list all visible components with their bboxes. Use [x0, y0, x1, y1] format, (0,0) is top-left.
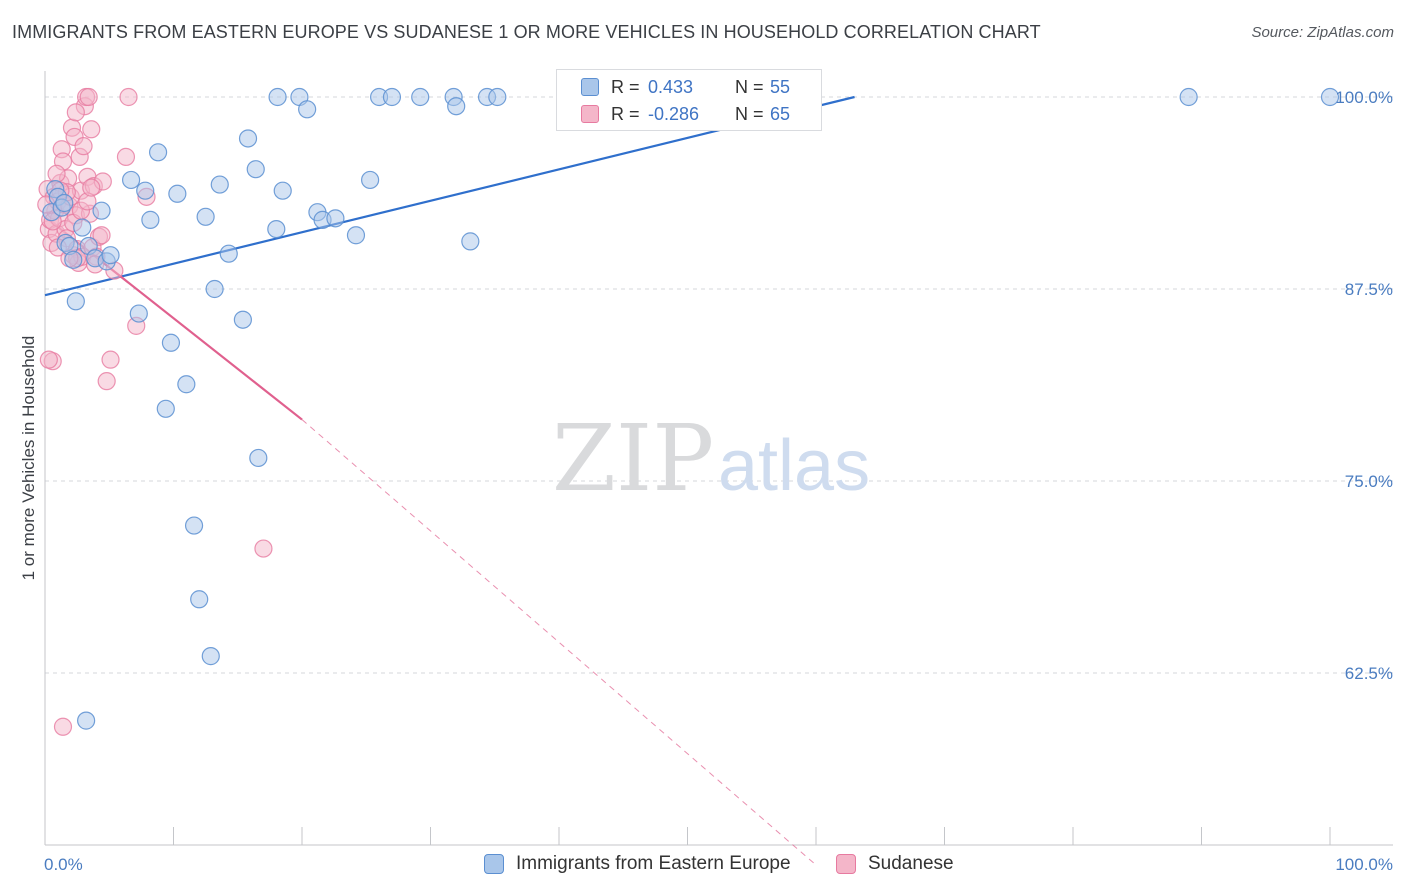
eastern-europe-point: [196, 207, 215, 226]
eastern-europe-points: [42, 87, 1340, 730]
eastern-europe-point: [55, 193, 74, 213]
eastern-europe-point: [129, 304, 148, 323]
eastern-europe-point: [461, 232, 480, 251]
eastern-europe-point: [361, 170, 380, 190]
legend-r-value: -0.286: [648, 104, 700, 124]
legend-n-value: 65: [770, 104, 791, 124]
eastern-europe-point: [156, 399, 175, 418]
eastern-europe-point: [168, 184, 187, 203]
eastern-europe-point: [233, 310, 252, 329]
sudanese-point: [66, 103, 85, 122]
legend-label: Sudanese: [868, 853, 954, 874]
eastern-europe-point: [382, 87, 402, 107]
eastern-europe-point: [121, 170, 141, 190]
eastern-europe-point: [148, 143, 168, 162]
x-tick-label: 0.0%: [44, 855, 83, 874]
legend-r-label: R =: [611, 77, 640, 97]
correlation-legend: R = 0.433 N = 55 R = -0.286 N = 65: [556, 69, 822, 131]
sudanese-point: [47, 164, 66, 183]
legend-swatch-pink: [836, 854, 856, 874]
eastern-europe-point: [161, 333, 181, 352]
eastern-europe-point: [246, 160, 265, 179]
sudanese-point: [92, 226, 111, 245]
sudanese-point: [82, 120, 101, 139]
eastern-europe-point: [101, 246, 120, 265]
eastern-europe-point: [219, 244, 238, 263]
sudanese-point: [39, 350, 58, 369]
watermark: ZIP atlas: [552, 405, 870, 512]
sudanese-point: [79, 87, 98, 107]
eastern-europe-point: [92, 201, 111, 220]
sudanese-points: [37, 87, 273, 736]
sudanese-point: [254, 539, 273, 558]
sudanese-point: [119, 87, 138, 107]
eastern-europe-point: [238, 129, 258, 148]
eastern-europe-point: [273, 181, 292, 200]
eastern-europe-point: [1320, 87, 1340, 107]
source-label: Source: ZipAtlas.com: [1251, 24, 1394, 41]
trend-line-sudanese-extension: [301, 419, 817, 866]
eastern-europe-point: [249, 448, 268, 468]
eastern-europe-point: [66, 292, 85, 311]
legend-swatch-blue: [581, 78, 599, 96]
eastern-europe-point: [177, 375, 196, 394]
legend-r-value: 0.433: [648, 77, 694, 97]
eastern-europe-point: [298, 100, 317, 119]
grid-lines: [45, 96, 1393, 674]
legend-r-label: R =: [611, 104, 640, 124]
eastern-europe-point: [184, 516, 204, 535]
sudanese-point: [97, 372, 116, 391]
eastern-europe-point: [201, 647, 220, 666]
eastern-europe-point: [488, 87, 507, 107]
y-tick-label: 100.0%: [1335, 88, 1393, 107]
legend-n-label: N =: [735, 104, 764, 124]
sudanese-point: [74, 137, 93, 156]
eastern-europe-point: [1179, 87, 1198, 107]
eastern-europe-point: [268, 87, 287, 107]
eastern-europe-point: [326, 209, 345, 228]
x-tick-label: 100.0%: [1335, 855, 1393, 874]
chart-title: IMMIGRANTS FROM EASTERN EUROPE VS SUDANE…: [12, 22, 1041, 42]
y-tick-label: 87.5%: [1345, 280, 1393, 299]
y-tick-label: 75.0%: [1345, 472, 1393, 491]
legend-label: Immigrants from Eastern Europe: [516, 853, 791, 874]
eastern-europe-point: [346, 226, 366, 245]
sudanese-point: [82, 178, 101, 197]
y-tick-label: 62.5%: [1345, 664, 1393, 683]
watermark-atlas: atlas: [718, 426, 870, 506]
watermark-zip: ZIP: [552, 405, 714, 512]
sudanese-point: [116, 147, 136, 167]
sudanese-point: [53, 717, 73, 736]
eastern-europe-point: [73, 218, 92, 237]
sudanese-point: [101, 350, 120, 369]
eastern-europe-point: [210, 175, 229, 194]
eastern-europe-point: [267, 219, 286, 239]
eastern-europe-point: [136, 181, 155, 200]
eastern-europe-point: [77, 711, 96, 730]
legend-swatch-blue: [484, 854, 504, 874]
tick-labels: 100.0% 87.5% 75.0% 62.5% 0.0% 100.0%: [44, 88, 1393, 874]
y-axis-title: 1 or more Vehicles in Household: [19, 336, 38, 581]
legend-n-value: 55: [770, 77, 791, 97]
legend-swatch-pink: [581, 105, 599, 123]
axes: [44, 71, 1393, 846]
eastern-europe-point: [205, 279, 224, 299]
eastern-europe-point: [447, 97, 466, 116]
eastern-europe-point: [190, 590, 209, 609]
eastern-europe-point: [411, 87, 430, 107]
legend-n-label: N =: [735, 77, 764, 97]
eastern-europe-point: [64, 250, 83, 269]
eastern-europe-point: [141, 210, 160, 229]
